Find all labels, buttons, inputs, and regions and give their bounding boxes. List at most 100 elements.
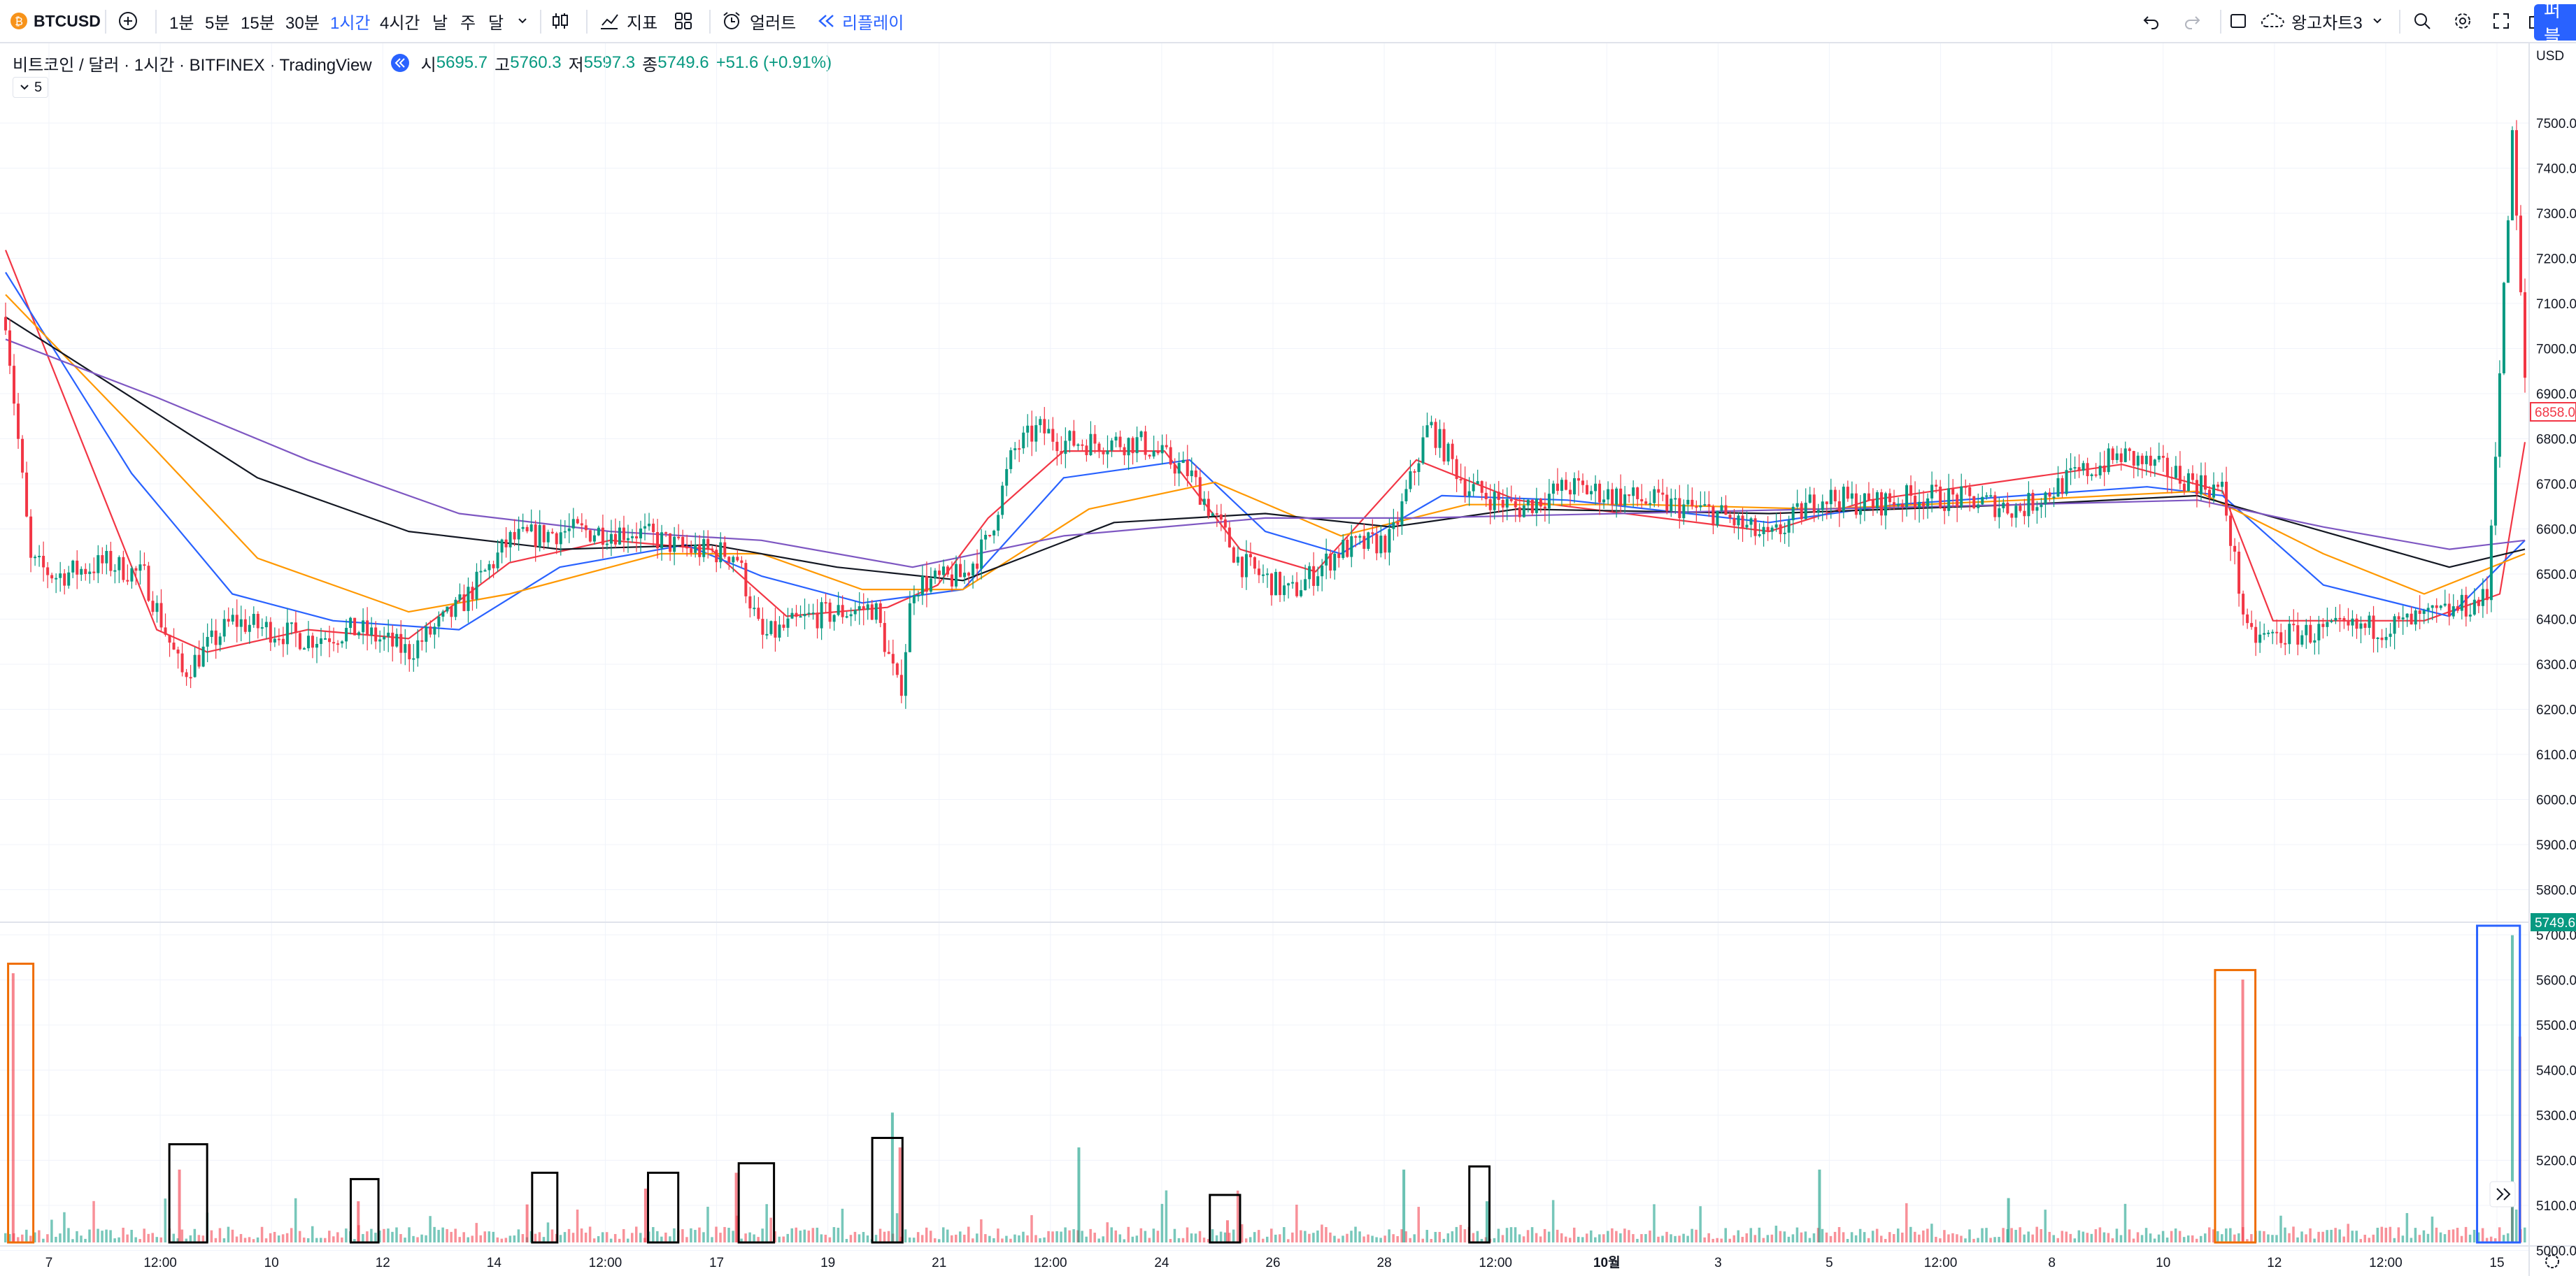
symbol-button[interactable]: ₿ BTCUSD bbox=[10, 0, 101, 42]
annotation-rectangle[interactable] bbox=[531, 1171, 559, 1244]
interval-month[interactable]: 달 bbox=[488, 13, 504, 33]
candle bbox=[4, 302, 7, 336]
scroll-to-end-button[interactable] bbox=[2489, 1181, 2516, 1207]
interval-1h[interactable]: 1시간 bbox=[330, 13, 371, 33]
chart-type-button[interactable] bbox=[550, 0, 571, 42]
volume-bar bbox=[1854, 1235, 1858, 1242]
interval-1m[interactable]: 1분 bbox=[169, 13, 194, 33]
candle bbox=[21, 435, 24, 479]
price-tick-label: 6400.0 bbox=[2536, 613, 2576, 628]
candle bbox=[883, 610, 886, 657]
interval-15m[interactable]: 15분 bbox=[241, 13, 275, 33]
annotation-rectangle[interactable] bbox=[168, 1143, 208, 1244]
interval-day[interactable]: 날 bbox=[432, 13, 448, 33]
interval-dropdown[interactable] bbox=[516, 0, 529, 42]
annotation-rectangle[interactable] bbox=[871, 1137, 904, 1244]
interval-week[interactable]: 주 bbox=[460, 13, 476, 33]
undo-button[interactable] bbox=[2142, 0, 2161, 42]
annotation-rectangle[interactable] bbox=[1209, 1193, 1241, 1244]
volume-bar bbox=[399, 1234, 402, 1242]
annotation-boxes[interactable] bbox=[7, 924, 2521, 1244]
annotation-rectangle[interactable] bbox=[2214, 968, 2257, 1244]
candle bbox=[1804, 488, 1807, 520]
volume-bar bbox=[1640, 1234, 1643, 1242]
candle bbox=[626, 524, 629, 553]
redo-button[interactable] bbox=[2182, 0, 2202, 42]
candle bbox=[1539, 498, 1542, 513]
legend-collapse-button[interactable]: 5 bbox=[13, 77, 49, 98]
annotation-rectangle[interactable] bbox=[647, 1171, 680, 1244]
volume-bar bbox=[2035, 1226, 2038, 1242]
candle bbox=[1568, 482, 1572, 506]
time-axis[interactable]: 7 12:00 10 12 14 12:00 17 19 21 12:00 24 26 28 12:00 1… bbox=[45, 1255, 2505, 1270]
volume-bar bbox=[290, 1228, 293, 1242]
price-axis[interactable]: USD 7500.0 7400.0 7300.0 7200.0 7100.0 7000.0… bbox=[2530, 49, 2576, 1259]
annotation-rectangle[interactable] bbox=[7, 962, 35, 1244]
layouts-button[interactable] bbox=[673, 0, 694, 42]
fullscreen-button[interactable] bbox=[2491, 0, 2511, 42]
candle bbox=[1762, 520, 1765, 547]
volume-bar bbox=[2380, 1226, 2384, 1242]
volume-bar bbox=[197, 1235, 201, 1242]
candle bbox=[1463, 466, 1467, 503]
settings-button[interactable] bbox=[2452, 0, 2473, 42]
volume-bar bbox=[2149, 1233, 2152, 1242]
publish-button[interactable]: 퍼블 bbox=[2534, 4, 2576, 41]
candle bbox=[2397, 612, 2400, 628]
volume-bar bbox=[1034, 1235, 1037, 1242]
volume-bar bbox=[97, 1228, 99, 1242]
replay-button[interactable]: 리플레이 bbox=[816, 0, 904, 42]
annotation-rectangle[interactable] bbox=[1468, 1165, 1491, 1244]
annotation-rectangle[interactable] bbox=[349, 1177, 380, 1244]
interval-5m[interactable]: 5분 bbox=[205, 13, 230, 33]
volume-bar bbox=[580, 1228, 583, 1242]
axis-settings-button[interactable] bbox=[2545, 1254, 2559, 1268]
volume-bar bbox=[1497, 1228, 1500, 1242]
price-tick-label: 6500.0 bbox=[2536, 568, 2576, 582]
volume-bar bbox=[2002, 1228, 2005, 1242]
volume-bar bbox=[25, 1229, 28, 1242]
volume-bar bbox=[1287, 1239, 1290, 1242]
annotation-rectangle[interactable] bbox=[2476, 924, 2521, 1244]
layout-selector[interactable]: 왕고차트3 bbox=[2228, 0, 2384, 42]
currency-label[interactable]: USD bbox=[2536, 49, 2564, 64]
annotation-rectangle[interactable] bbox=[737, 1162, 776, 1244]
alert-button[interactable]: 얼러트 bbox=[720, 0, 796, 42]
volume-bar bbox=[1674, 1235, 1677, 1242]
volume-bar bbox=[976, 1233, 979, 1242]
volume-bar bbox=[2485, 1238, 2489, 1242]
candle bbox=[1968, 482, 1972, 512]
volume-bar bbox=[1770, 1234, 1774, 1242]
volume-bar bbox=[2452, 1229, 2455, 1242]
legend-title[interactable]: 비트코인 / 달러 · 1시간 · BITFINEX · TradingView bbox=[13, 55, 372, 75]
candle bbox=[1442, 422, 1446, 465]
volume-bar bbox=[1695, 1229, 1698, 1242]
volume-spike-bar bbox=[2007, 1198, 2010, 1242]
indicators-button[interactable]: 지표 bbox=[599, 0, 657, 42]
volume-bar bbox=[2426, 1233, 2430, 1242]
interval-30m[interactable]: 30분 bbox=[285, 13, 320, 33]
volume-bar bbox=[273, 1231, 276, 1242]
candle bbox=[1901, 499, 1905, 522]
candle bbox=[1333, 552, 1337, 580]
candle bbox=[2447, 593, 2451, 626]
candle bbox=[609, 519, 613, 557]
chart-canvas[interactable]: USD 7500.0 7400.0 7300.0 7200.0 7100.0 7000.0… bbox=[0, 43, 2576, 1276]
volume-bar bbox=[1316, 1230, 1319, 1242]
candle bbox=[218, 633, 222, 652]
compare-add-button[interactable] bbox=[118, 0, 138, 42]
candle bbox=[664, 531, 668, 538]
replay-marker[interactable] bbox=[390, 53, 410, 73]
volume-bar bbox=[1223, 1232, 1227, 1242]
interval-4h[interactable]: 4시간 bbox=[380, 13, 420, 33]
toolbar-divider bbox=[155, 10, 157, 34]
volume-bar bbox=[1762, 1238, 1765, 1242]
candle bbox=[858, 592, 861, 625]
price-tick-label: 7000.0 bbox=[2536, 343, 2576, 357]
price-tick-label: 5900.0 bbox=[2536, 838, 2576, 853]
candle bbox=[273, 627, 276, 647]
candle bbox=[517, 516, 520, 551]
price-tick-label: 6100.0 bbox=[2536, 748, 2576, 763]
search-button[interactable] bbox=[2412, 0, 2433, 42]
candle bbox=[328, 625, 332, 658]
